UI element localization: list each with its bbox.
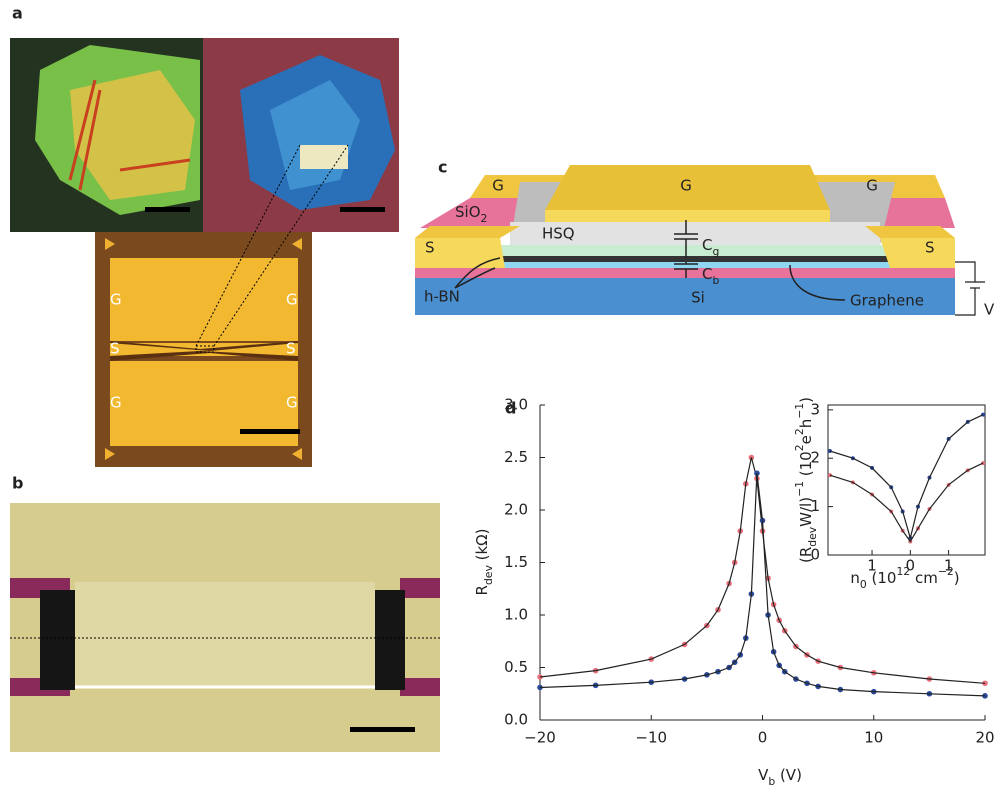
pad-label: S	[110, 340, 120, 358]
diagram-label: S	[925, 239, 935, 257]
diagram-label: Si	[691, 289, 705, 307]
x-tick-label: 0	[758, 729, 768, 747]
diagram-label: G	[680, 177, 692, 195]
label-part: dev	[806, 526, 819, 546]
label-part: W/l)	[797, 497, 815, 527]
x-tick-label: 10	[864, 729, 883, 747]
label-part: g	[712, 245, 719, 258]
y-tick-label: 1.0	[504, 606, 528, 624]
y-axis-label: Rdev (kΩ)	[473, 529, 495, 596]
diagram-label: G	[492, 177, 504, 195]
diagram-label: h-BN	[424, 288, 460, 306]
x-axis-label: n0 (1012 cm−2)	[850, 565, 959, 591]
label-part: −2	[938, 565, 954, 578]
diagram-label: S	[425, 239, 435, 257]
label-part: (10	[797, 451, 815, 481]
y-tick-label: 1.5	[504, 553, 528, 571]
label-part: (kΩ)	[473, 529, 491, 566]
label-part: 2	[793, 428, 806, 435]
y-tick-label: 0.5	[504, 658, 528, 676]
label-part: 2	[481, 212, 488, 225]
diagram-label: G	[866, 177, 878, 195]
y-tick-label: 2.5	[504, 448, 528, 466]
label-part: n	[850, 569, 860, 587]
label-part: −1	[793, 481, 806, 497]
label-part: C	[702, 265, 712, 283]
x-tick-label: −20	[524, 729, 556, 747]
panel-label: c	[438, 158, 447, 177]
label-part: (10	[867, 569, 897, 587]
x-axis-label: Vb (V)	[758, 766, 802, 788]
y-tick-label: 3.0	[504, 396, 528, 414]
diagram-label: V	[984, 301, 995, 319]
y-axis-label: (RdevW/l)−1 (102e2h−1)	[793, 397, 819, 563]
label-part: h	[797, 419, 815, 429]
figure: abcdGGSSGGGGGSiO2SSHSQCgCbh-BNSiGraphene…	[0, 0, 997, 789]
pad-label: G	[110, 291, 122, 309]
label-part: )	[954, 569, 960, 587]
label-part: e	[797, 435, 815, 444]
panel-label: b	[12, 474, 23, 493]
data-point	[981, 461, 985, 465]
diagram-label: Graphene	[850, 292, 924, 310]
fit-line	[830, 463, 983, 541]
label-part: b	[712, 274, 719, 287]
y-tick-label: 2.0	[504, 501, 528, 519]
chart-frame	[540, 405, 985, 720]
label-part: C	[702, 236, 712, 254]
pad-label: G	[110, 394, 122, 412]
y-tick-label: 0.0	[504, 711, 528, 729]
label-part: SiO	[455, 203, 481, 221]
label-part: 2	[793, 444, 806, 451]
label-part: (R	[797, 547, 815, 563]
label-part: )	[797, 397, 815, 403]
label-part: dev	[482, 565, 495, 585]
pad-label: G	[286, 394, 298, 412]
label-part: cm	[910, 569, 938, 587]
diagram-label: HSQ	[542, 225, 575, 243]
label-part: R	[473, 585, 491, 595]
micrograph-a	[10, 38, 399, 467]
label-part: 12	[896, 565, 910, 578]
pad-label: G	[286, 291, 298, 309]
x-tick-label: 20	[975, 729, 994, 747]
label-part: −1	[793, 403, 806, 419]
pad-label: S	[286, 340, 296, 358]
x-tick-label: −10	[635, 729, 667, 747]
label-part: (V)	[775, 766, 802, 784]
sem-image-b	[10, 503, 440, 752]
panel-label: a	[12, 4, 23, 23]
